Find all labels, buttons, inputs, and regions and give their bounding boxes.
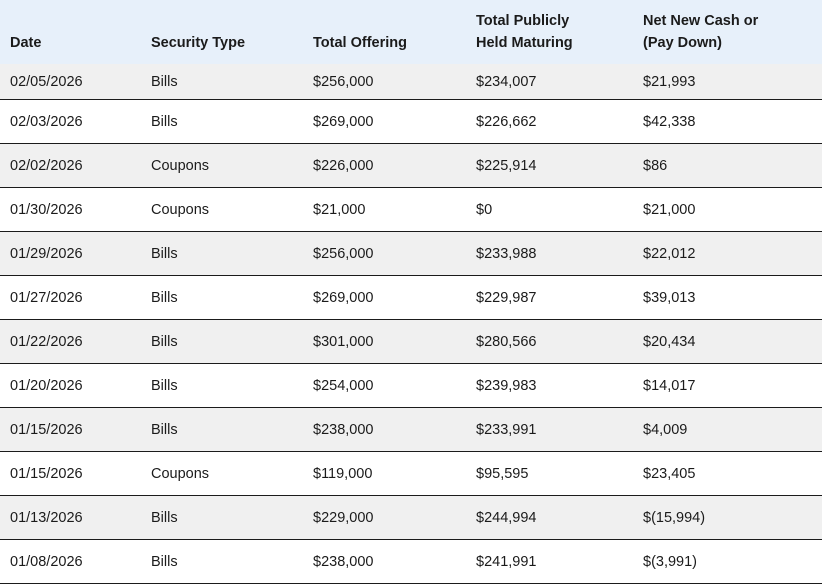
- cell-net-new-cash: $(3,991): [633, 539, 822, 584]
- table-row: 02/05/2026 Bills $256,000 $234,007 $21,993: [0, 64, 822, 100]
- cell-total-offering: $119,000: [303, 451, 466, 496]
- cell-net-new-cash: $4,009: [633, 407, 822, 452]
- cell-total-offering: $301,000: [303, 319, 466, 364]
- cell-net-new-cash: $(15,994): [633, 495, 822, 540]
- column-header-maturing-line1: Total Publicly: [476, 13, 570, 29]
- cell-date: 01/27/2026: [0, 275, 141, 320]
- cell-total-offering: $238,000: [303, 407, 466, 452]
- cell-date: 01/20/2026: [0, 363, 141, 408]
- cell-maturing: $229,987: [466, 275, 633, 320]
- cell-total-offering: $21,000: [303, 187, 466, 232]
- column-header-security-type-label: Security Type: [151, 35, 246, 51]
- cell-maturing: $0: [466, 187, 633, 232]
- cell-maturing: $244,994: [466, 495, 633, 540]
- cell-net-new-cash: $20,434: [633, 319, 822, 364]
- table-row: 01/13/2026 Bills $229,000 $244,994 $(15,994): [0, 495, 822, 540]
- cell-maturing: $241,991: [466, 539, 633, 584]
- cell-total-offering: $256,000: [303, 231, 466, 276]
- cell-total-offering: $238,000: [303, 539, 466, 584]
- cell-net-new-cash: $21,993: [633, 64, 822, 100]
- cell-date: 01/15/2026: [0, 407, 141, 452]
- cell-maturing: $233,988: [466, 231, 633, 276]
- table-row: 02/02/2026 Coupons $226,000 $225,914 $86: [0, 143, 822, 188]
- table-row: 01/15/2026 Bills $238,000 $233,991 $4,009: [0, 407, 822, 452]
- cell-date: 01/13/2026: [0, 495, 141, 540]
- cell-security-type: Bills: [141, 363, 303, 408]
- column-header-date[interactable]: Date: [0, 0, 141, 64]
- cell-net-new-cash: $86: [633, 143, 822, 188]
- cell-date: 01/08/2026: [0, 539, 141, 584]
- table-row: 01/22/2026 Bills $301,000 $280,566 $20,434: [0, 319, 822, 364]
- column-header-maturing[interactable]: Total Publicly Held Maturing: [466, 0, 633, 64]
- cell-date: 01/22/2026: [0, 319, 141, 364]
- cell-total-offering: $254,000: [303, 363, 466, 408]
- table-row: 01/27/2026 Bills $269,000 $229,987 $39,013: [0, 275, 822, 320]
- cell-total-offering: $256,000: [303, 64, 466, 100]
- cell-maturing: $225,914: [466, 143, 633, 188]
- column-header-maturing-line2: Held Maturing: [476, 35, 573, 51]
- cell-total-offering: $226,000: [303, 143, 466, 188]
- cell-total-offering: $269,000: [303, 275, 466, 320]
- cell-maturing: $239,983: [466, 363, 633, 408]
- column-header-net-line1: Net New Cash or: [643, 13, 759, 29]
- cell-net-new-cash: $23,405: [633, 451, 822, 496]
- table-row: 01/08/2026 Bills $238,000 $241,991 $(3,991): [0, 539, 822, 584]
- column-header-date-label: Date: [10, 35, 42, 51]
- table-row: 01/20/2026 Bills $254,000 $239,983 $14,017: [0, 363, 822, 408]
- cell-maturing: $95,595: [466, 451, 633, 496]
- cell-security-type: Bills: [141, 275, 303, 320]
- header-row: Date Security Type Total Offering Total …: [0, 0, 822, 64]
- column-header-total-offering[interactable]: Total Offering: [303, 0, 466, 64]
- cell-net-new-cash: $14,017: [633, 363, 822, 408]
- table-row: 01/30/2026 Coupons $21,000 $0 $21,000: [0, 187, 822, 232]
- cell-net-new-cash: $21,000: [633, 187, 822, 232]
- cell-maturing: $234,007: [466, 64, 633, 100]
- cell-net-new-cash: $42,338: [633, 99, 822, 144]
- cell-maturing: $226,662: [466, 99, 633, 144]
- cell-net-new-cash: $39,013: [633, 275, 822, 320]
- cell-security-type: Bills: [141, 64, 303, 100]
- cell-total-offering: $269,000: [303, 99, 466, 144]
- cell-total-offering: $229,000: [303, 495, 466, 540]
- cell-date: 01/29/2026: [0, 231, 141, 276]
- column-header-net-new-cash[interactable]: Net New Cash or (Pay Down): [633, 0, 822, 64]
- table-body: 02/05/2026 Bills $256,000 $234,007 $21,993 02…: [0, 64, 822, 584]
- cell-maturing: $233,991: [466, 407, 633, 452]
- cell-security-type: Bills: [141, 231, 303, 276]
- cell-maturing: $280,566: [466, 319, 633, 364]
- cell-date: 02/02/2026: [0, 143, 141, 188]
- cell-security-type: Bills: [141, 407, 303, 452]
- cell-security-type: Bills: [141, 319, 303, 364]
- cell-date: 01/15/2026: [0, 451, 141, 496]
- table-row: 01/29/2026 Bills $256,000 $233,988 $22,012: [0, 231, 822, 276]
- column-header-total-offering-label: Total Offering: [313, 35, 407, 51]
- table-row: 02/03/2026 Bills $269,000 $226,662 $42,338: [0, 99, 822, 144]
- cell-security-type: Bills: [141, 99, 303, 144]
- cell-net-new-cash: $22,012: [633, 231, 822, 276]
- cell-security-type: Coupons: [141, 451, 303, 496]
- table-row: 01/15/2026 Coupons $119,000 $95,595 $23,405: [0, 451, 822, 496]
- column-header-net-line2: (Pay Down): [643, 35, 722, 51]
- cell-security-type: Coupons: [141, 143, 303, 188]
- cell-date: 01/30/2026: [0, 187, 141, 232]
- cell-date: 02/03/2026: [0, 99, 141, 144]
- cell-security-type: Bills: [141, 539, 303, 584]
- cell-security-type: Coupons: [141, 187, 303, 232]
- table-header: Date Security Type Total Offering Total …: [0, 0, 822, 64]
- cell-date: 02/05/2026: [0, 64, 141, 100]
- column-header-security-type[interactable]: Security Type: [141, 0, 303, 64]
- cell-security-type: Bills: [141, 495, 303, 540]
